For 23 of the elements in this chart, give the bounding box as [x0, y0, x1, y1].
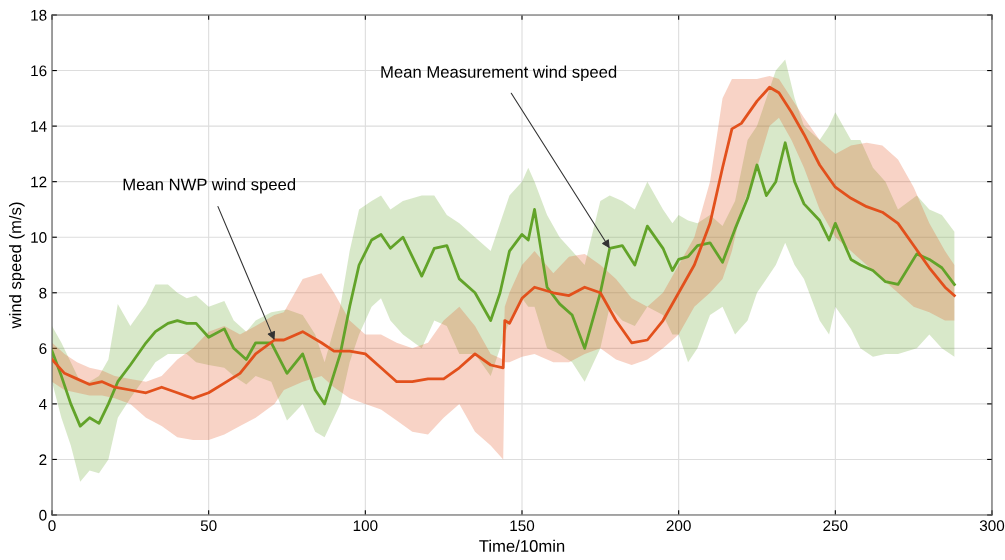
y-tick-label: 12: [31, 176, 47, 188]
y-tick-label: 0: [39, 509, 47, 521]
y-tick-label: 16: [31, 65, 47, 77]
y-tick-label: 14: [31, 121, 47, 132]
y-tick-label: 8: [39, 287, 47, 299]
y-tick-label: 18: [31, 9, 47, 21]
x-tick-label: 0: [48, 520, 56, 532]
y-tick-label: 6: [39, 343, 47, 355]
y-tick-label: 2: [39, 454, 47, 465]
x-axis-title: Time/10min: [479, 539, 565, 552]
line-series: [52, 85, 956, 400]
x-tick-label: 300: [979, 520, 1005, 532]
y-axis-title: wind speed (m/s): [9, 202, 25, 329]
y-tick-label: 4: [38, 398, 47, 410]
x-tick-label: 250: [823, 520, 848, 532]
annotation: Mean Measurement wind speed: [381, 65, 617, 82]
line-series: [52, 141, 956, 428]
x-tick-label: 100: [353, 520, 378, 532]
x-tick-label: 50: [200, 520, 217, 532]
y-tick-label: 10: [31, 232, 47, 243]
x-tick-label: 150: [510, 520, 535, 532]
x-tick-label: 200: [666, 520, 691, 532]
annotation: Mean NWP wind speed: [123, 178, 296, 194]
